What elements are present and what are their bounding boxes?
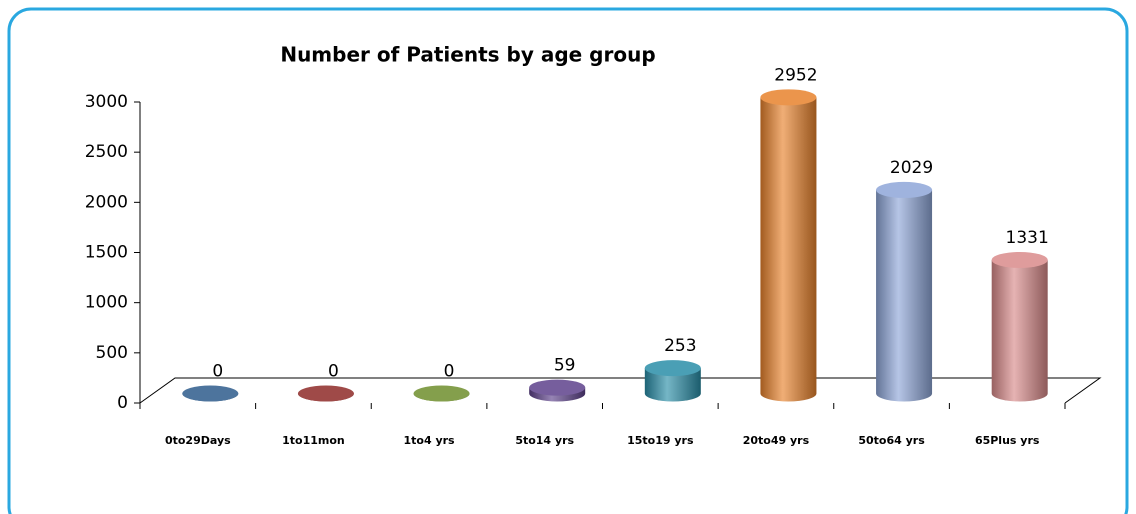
floor bbox=[139, 377, 1102, 404]
value-label: 0 bbox=[444, 362, 455, 382]
bar-top bbox=[760, 89, 817, 106]
frame bbox=[7, 7, 1129, 514]
bar-top bbox=[182, 385, 239, 402]
y-tick-label: 500 bbox=[96, 343, 128, 363]
value-label: 59 bbox=[554, 356, 576, 376]
bar-top bbox=[644, 360, 701, 377]
value-label: 2952 bbox=[774, 65, 817, 85]
y-tick-label: 3000 bbox=[85, 92, 128, 112]
x-tick-label: 50to64 yrs bbox=[858, 434, 925, 447]
y-tick-label: 2500 bbox=[85, 142, 128, 162]
x-tick-label: 65Plus yrs bbox=[975, 434, 1040, 447]
y-tick-label: 1000 bbox=[85, 293, 128, 313]
x-tick-label: 0to29Days bbox=[165, 434, 231, 447]
value-label: 1331 bbox=[1006, 228, 1049, 248]
value-label: 0 bbox=[212, 362, 223, 382]
bar-top bbox=[529, 379, 586, 396]
y-tick-label: 2000 bbox=[85, 192, 128, 212]
x-tick-label: 1to11mon bbox=[282, 434, 345, 447]
bar bbox=[644, 368, 701, 402]
y-tick-label: 1500 bbox=[85, 243, 128, 263]
value-label: 2029 bbox=[890, 158, 933, 178]
x-tick-label: 1to4 yrs bbox=[404, 434, 456, 447]
bar-top bbox=[297, 385, 354, 402]
y-tick-label: 0 bbox=[117, 393, 128, 413]
bar-top bbox=[413, 385, 470, 402]
bar bbox=[876, 189, 933, 402]
x-tick-label: 5to14 yrs bbox=[515, 434, 574, 447]
x-tick-label: 20to49 yrs bbox=[743, 434, 810, 447]
x-tick-label: 15to19 yrs bbox=[627, 434, 694, 447]
bar bbox=[991, 259, 1048, 402]
chart-title: Number of Patients by age group bbox=[280, 43, 655, 67]
bar-top bbox=[876, 181, 933, 198]
value-label: 0 bbox=[328, 362, 339, 382]
bar bbox=[760, 97, 817, 402]
value-label: 253 bbox=[664, 336, 696, 356]
bar-top bbox=[991, 251, 1048, 268]
